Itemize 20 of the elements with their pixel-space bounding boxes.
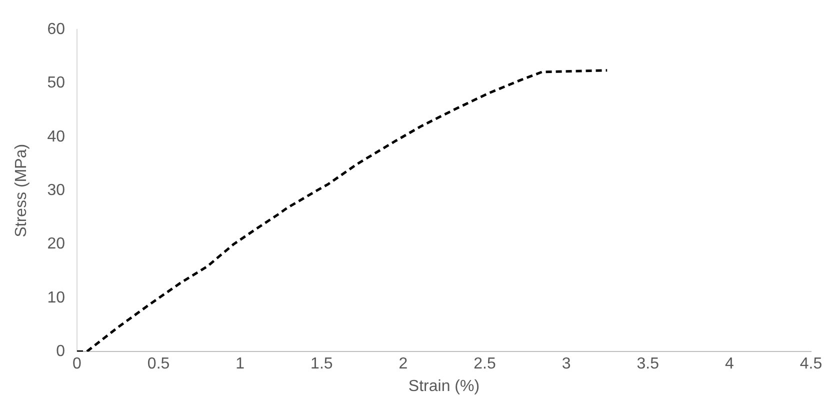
x-tick-label: 4 — [724, 356, 734, 373]
y-tick-label: 60 — [47, 21, 66, 38]
x-tick-label: 2.5 — [474, 356, 496, 373]
y-tick-label: 50 — [47, 74, 66, 92]
line-series — [76, 69, 608, 352]
x-tick-label: 1 — [236, 356, 245, 373]
x-tick-label: 2 — [398, 356, 408, 373]
x-axis-title: Strain (%) — [408, 378, 480, 395]
x-tick-label: 0.5 — [147, 356, 170, 373]
y-tick-label: 10 — [47, 289, 66, 306]
y-tick-label: 0 — [56, 343, 66, 360]
x-tick-label: 4.5 — [800, 356, 822, 373]
y-tick-label: 20 — [47, 236, 66, 253]
x-tick-label: 0 — [72, 356, 82, 373]
x-tick-label: 3.5 — [636, 356, 660, 373]
x-tick-label: 1.5 — [310, 356, 333, 373]
y-tick-label: 30 — [47, 182, 66, 200]
y-axis-title: Stress (MPa) — [13, 144, 30, 238]
x-tick-label: 3 — [562, 356, 571, 373]
y-tick-label: 40 — [47, 128, 66, 146]
